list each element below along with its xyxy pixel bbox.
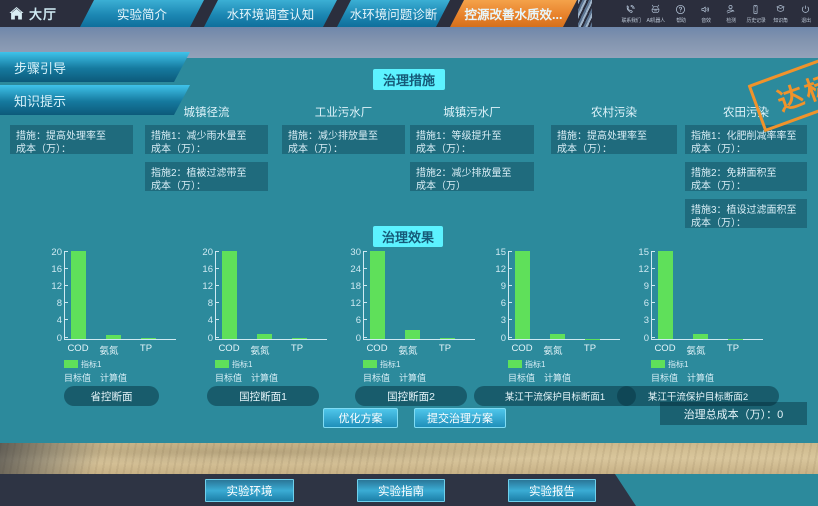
svg-text:AI: AI [654, 8, 657, 12]
